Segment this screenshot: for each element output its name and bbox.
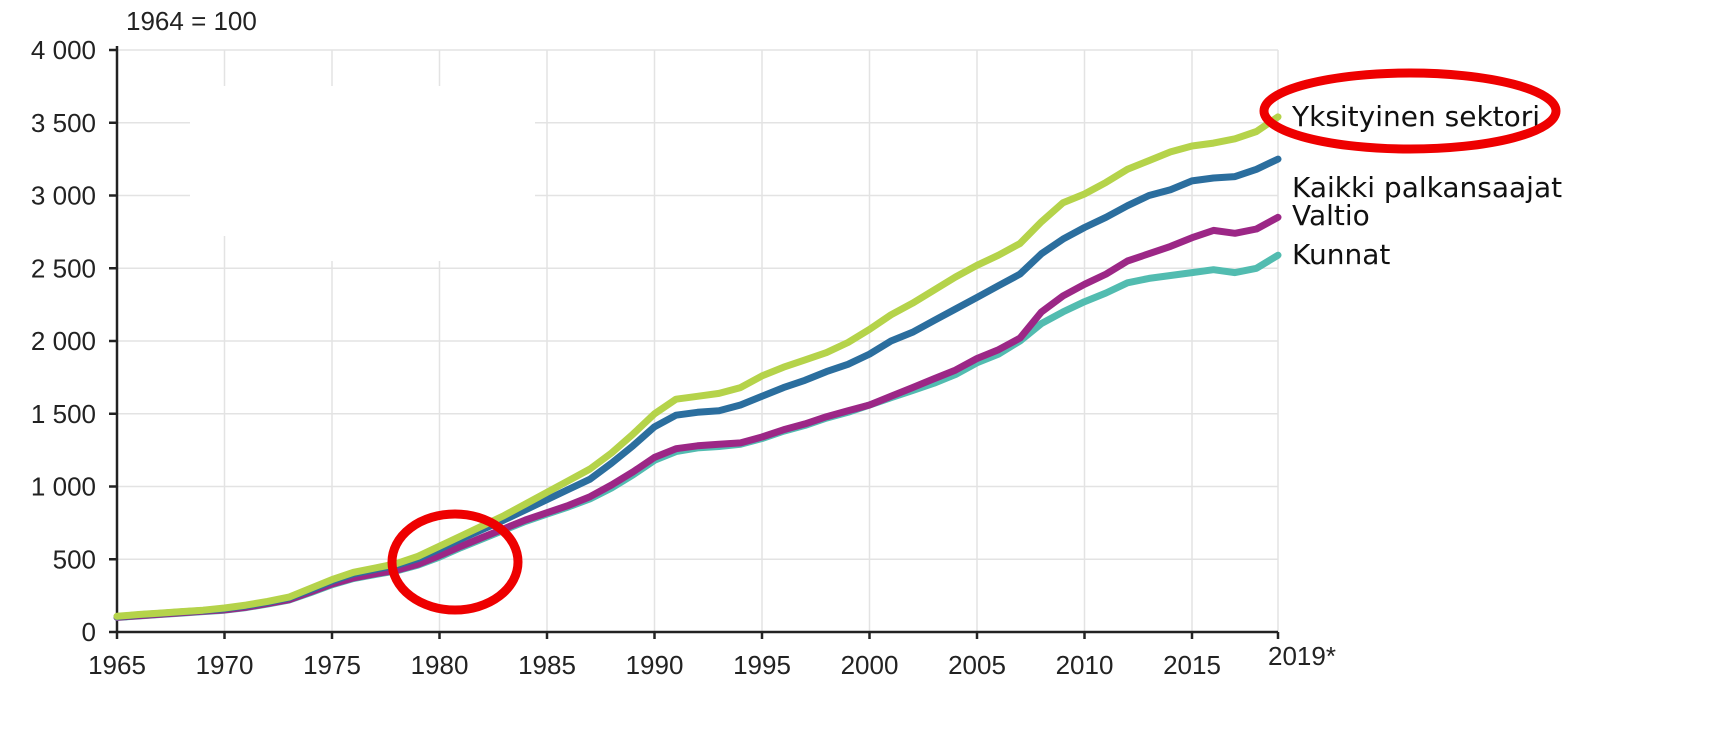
x-tick-label: 1985 <box>518 650 576 680</box>
series-line-valtio <box>113 213 1282 621</box>
y-tick-label: 3 500 <box>31 108 96 138</box>
highlight-circle-1980 <box>387 509 523 615</box>
highlight-circle-private-sector <box>1259 68 1561 154</box>
y-tick-label: 500 <box>53 544 96 574</box>
y-tick-label: 4 000 <box>31 35 96 65</box>
x-tick-label: 1975 <box>303 650 361 680</box>
x-tick-label: 1990 <box>626 650 684 680</box>
x-tick-label: 1970 <box>196 650 254 680</box>
series-labels: Yksityinen sektori Kaikki palkansaajatVal… <box>1291 100 1562 271</box>
y-tick-label: 3 000 <box>31 181 96 211</box>
x-tick-label: 1965 <box>88 650 146 680</box>
y-tick-label: 1 000 <box>31 472 96 502</box>
series-label: Kaikki palkansaajat <box>1292 171 1562 204</box>
series-line-yksityinen-sektori <box>113 113 1282 620</box>
series-lines <box>113 113 1282 621</box>
x-tick-label: 1980 <box>411 650 469 680</box>
x-tick-label: 2015 <box>1163 650 1221 680</box>
x-tick-label: 2000 <box>841 650 899 680</box>
blank-overlay <box>190 86 535 261</box>
x-tick-label: 2019* <box>1268 641 1336 671</box>
x-tick-label: 2010 <box>1056 650 1114 680</box>
y-tick-label: 2 500 <box>31 253 96 283</box>
x-tick-label: 2005 <box>948 650 1006 680</box>
blank-area <box>240 86 535 261</box>
y-tick-label: 2 000 <box>31 326 96 356</box>
y-tick-labels: 0 500 1 000 1 500 2 000 2 500 3 000 3 500 4 000 <box>31 35 96 647</box>
series-label: Kunnat <box>1292 238 1390 271</box>
series-label: Yksityinen sektori <box>1291 100 1540 133</box>
x-tick-labels: 1965 1970 1975 1980 1985 1990 1995 2000 2005 2010… <box>88 641 1336 680</box>
index-base-note: 1964 = 100 <box>126 6 257 36</box>
series-label: Valtio <box>1292 199 1370 232</box>
x-tick-label: 1995 <box>733 650 791 680</box>
y-tick-label: 0 <box>82 617 96 647</box>
axes <box>109 46 1280 639</box>
series-line-kunnat <box>113 251 1282 621</box>
highlight-annotations <box>387 68 1561 615</box>
y-tick-label: 1 500 <box>31 399 96 429</box>
